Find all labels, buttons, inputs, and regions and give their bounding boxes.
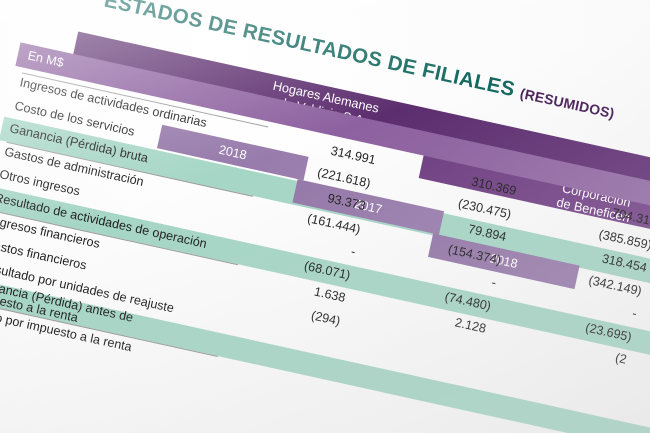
page-title-subtitle: (RESUMIDOS): [518, 85, 617, 122]
